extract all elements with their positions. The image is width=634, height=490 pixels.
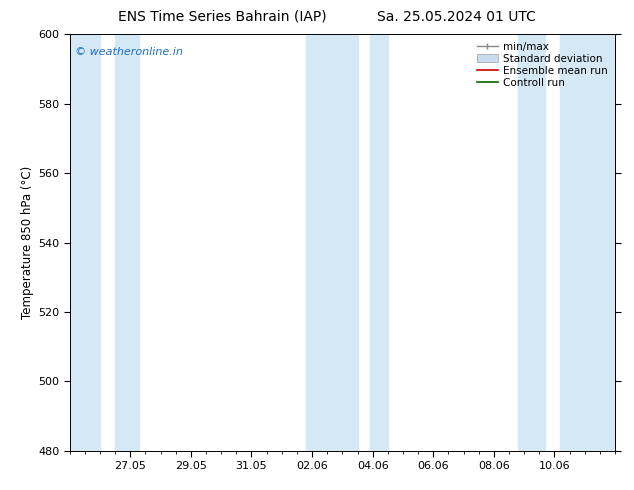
Bar xyxy=(560,34,615,451)
Bar xyxy=(115,34,139,451)
Legend: min/max, Standard deviation, Ensemble mean run, Controll run: min/max, Standard deviation, Ensemble me… xyxy=(475,40,610,90)
Y-axis label: Temperature 850 hPa (°C): Temperature 850 hPa (°C) xyxy=(21,166,34,319)
Text: Sa. 25.05.2024 01 UTC: Sa. 25.05.2024 01 UTC xyxy=(377,10,536,24)
Bar xyxy=(306,34,358,451)
Bar xyxy=(370,34,388,451)
Text: ENS Time Series Bahrain (IAP): ENS Time Series Bahrain (IAP) xyxy=(117,10,327,24)
Bar xyxy=(70,34,100,451)
Text: © weatheronline.in: © weatheronline.in xyxy=(75,47,183,57)
Bar xyxy=(518,34,545,451)
